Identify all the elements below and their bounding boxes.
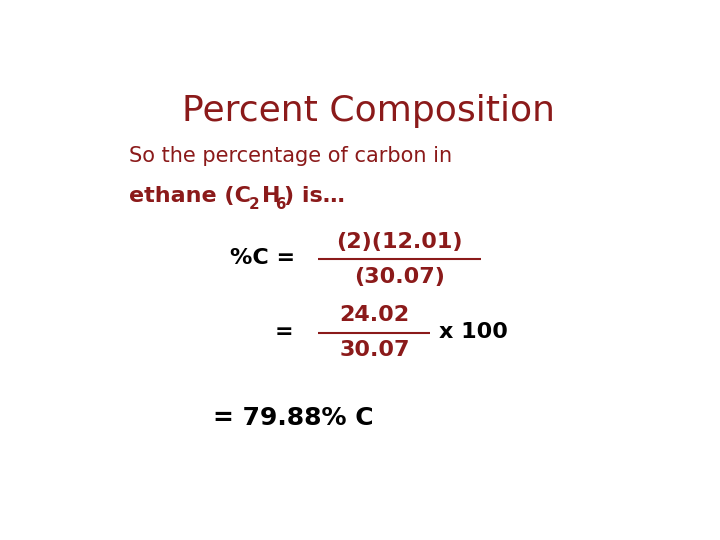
Text: 2: 2 — [249, 198, 260, 212]
Text: %C =: %C = — [230, 248, 294, 268]
Text: ethane (C: ethane (C — [129, 186, 251, 206]
Text: 24.02: 24.02 — [340, 305, 410, 325]
Text: x 100: x 100 — [438, 322, 508, 342]
Text: (2)(12.01): (2)(12.01) — [336, 232, 463, 252]
Text: ) is…: ) is… — [284, 186, 345, 206]
Text: So the percentage of carbon in: So the percentage of carbon in — [129, 146, 452, 166]
Text: = 79.88% C: = 79.88% C — [213, 406, 374, 430]
Text: Percent Composition: Percent Composition — [182, 94, 556, 128]
Text: (30.07): (30.07) — [354, 267, 445, 287]
Text: 30.07: 30.07 — [339, 340, 410, 361]
Text: 6: 6 — [275, 198, 286, 212]
Text: H: H — [262, 186, 280, 206]
Text: =: = — [274, 322, 293, 342]
